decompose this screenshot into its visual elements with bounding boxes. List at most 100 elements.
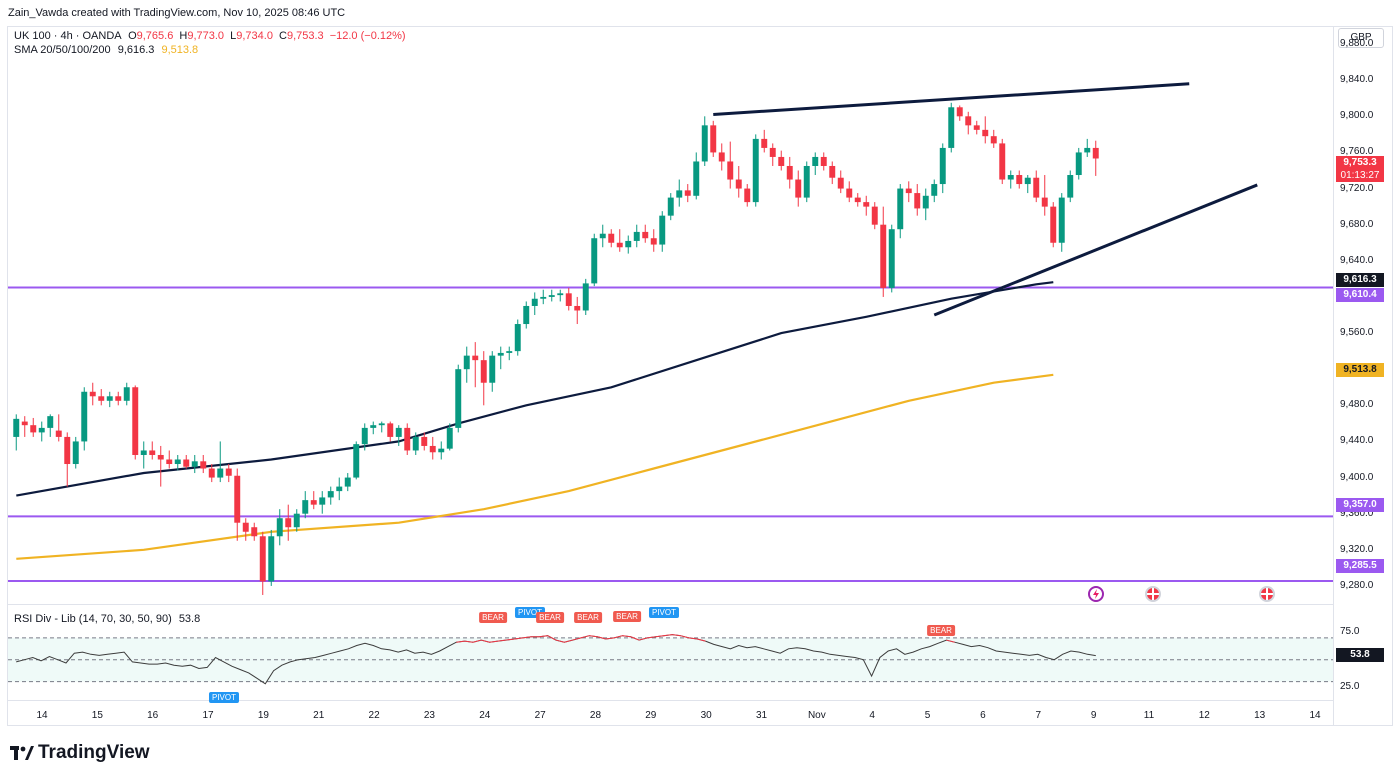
candle-up (633, 231, 640, 241)
candle-down (404, 427, 411, 451)
candle-down (1033, 177, 1040, 198)
candle-up (81, 391, 88, 442)
candle-up (625, 240, 632, 248)
candle-up (438, 448, 445, 453)
level-2-tag: 9,357.0 (1336, 498, 1384, 512)
candle-down (1041, 197, 1048, 207)
candle-up (140, 450, 147, 455)
time-tick-label: 4 (869, 710, 875, 721)
candle-up (701, 125, 708, 162)
high-label: H (179, 30, 188, 42)
candle-down (769, 147, 776, 157)
candle-up (106, 396, 113, 401)
rsi-overbought-segment (680, 635, 690, 639)
candle-down (472, 355, 479, 361)
rsi-overbought-segment (472, 639, 482, 643)
rsi-tick-label: 25.0 (1340, 681, 1360, 693)
price-tick-label: 9,480.0 (1340, 399, 1374, 411)
sma-dark-value: 9,616.3 (117, 44, 155, 56)
candle-up (599, 233, 606, 239)
candle-up (361, 427, 368, 445)
candle-up (531, 298, 538, 306)
candle-down (55, 430, 62, 437)
candle-down (727, 161, 734, 180)
price-tick-label: 9,800.0 (1340, 110, 1374, 122)
candle-down (132, 387, 139, 455)
change-value: −12.0 (−0.12%) (329, 30, 406, 42)
rsi-overbought-segment (672, 634, 681, 637)
candle-down (429, 445, 436, 453)
rsi-overbought-segment (597, 636, 606, 640)
rsi-overbought-segment (697, 638, 706, 642)
candle-down (64, 436, 71, 465)
candle-up (489, 355, 496, 383)
rsi-overbought-segment (622, 635, 631, 638)
rsi-legend[interactable]: RSI Div - Lib (14, 70, 30, 50, 90) 53.8 (14, 613, 200, 626)
price-tick-label: 9,320.0 (1340, 543, 1374, 555)
candle-up (327, 491, 334, 498)
candle-up (1024, 177, 1031, 185)
open-value: 9,765.6 (136, 30, 174, 42)
trendline (713, 82, 1190, 117)
rsi-value: 53.8 (178, 613, 201, 625)
close-label: C (279, 30, 287, 42)
rsi-overbought-segment (655, 635, 665, 638)
candle-down (157, 454, 164, 460)
legend-sma[interactable]: SMA 20/50/100/200 9,616.3 9,513.8 (14, 44, 198, 57)
symbol-title[interactable]: UK 100 · 4h · OANDA (14, 30, 121, 42)
candle-down (574, 305, 581, 311)
level-1-tag: 9,610.4 (1336, 288, 1384, 302)
candle-up (319, 497, 326, 505)
candle-down (1092, 147, 1099, 159)
candle-up (812, 156, 819, 166)
uk-flag-icon[interactable] (1145, 586, 1161, 602)
pivot-signal-label: PIVOT (514, 607, 546, 618)
bear-signal-label: BEAR (479, 612, 507, 623)
rsi-overbought-segment (506, 638, 515, 641)
legend-main[interactable]: UK 100 · 4h · OANDA O9,765.6 H9,773.0 L9… (14, 30, 406, 43)
candle-down (778, 156, 785, 166)
candle-down (115, 396, 122, 401)
uk-flag-icon[interactable] (1259, 586, 1275, 602)
candle-down (795, 179, 802, 198)
candle-up (370, 425, 377, 428)
candle-down (642, 231, 649, 239)
time-tick-label: 9 (1090, 710, 1097, 721)
candle-down (829, 165, 836, 178)
candle-down (854, 197, 861, 203)
level-3-tag: 9,285.5 (1336, 559, 1384, 573)
time-tick-label: 27 (534, 710, 546, 721)
currency-button[interactable]: GBP (1338, 28, 1384, 48)
pane-divider[interactable] (8, 604, 1333, 605)
sma-orange-value: 9,513.8 (161, 44, 199, 56)
close-value: 9,753.3 (286, 30, 324, 42)
candle-up (395, 427, 402, 437)
time-tick-label: 17 (202, 710, 214, 721)
candle-up (191, 461, 198, 467)
event-flash-icon[interactable] (1088, 586, 1104, 602)
candle-down (98, 396, 105, 401)
high-value: 9,773.0 (187, 30, 225, 42)
rsi-overbought-segment (605, 637, 615, 640)
tradingview-logo[interactable]: TradingView (10, 742, 150, 764)
time-tick-label: 5 (924, 710, 931, 721)
attribution-text: Zain_Vawda created with TradingView.com,… (8, 7, 346, 19)
candle-down (285, 518, 292, 528)
rsi-overbought-segment (630, 636, 640, 641)
candle-down (999, 143, 1006, 180)
candle-down (149, 450, 156, 455)
rsi-overbought-segment (481, 639, 490, 643)
price-tick-label: 9,640.0 (1340, 254, 1374, 266)
candle-up (1007, 175, 1014, 180)
rsi-overbought-segment (456, 640, 465, 643)
candle-up (548, 295, 555, 297)
rsi-overbought-segment (688, 637, 698, 640)
rsi-overbought-segment (580, 635, 590, 639)
candle-down (990, 136, 997, 144)
candle-up (47, 416, 54, 428)
candle-down (480, 360, 487, 383)
rsi-overbought-segment (647, 636, 656, 639)
candle-up (217, 468, 224, 478)
rsi-overbought-segment (946, 639, 955, 643)
